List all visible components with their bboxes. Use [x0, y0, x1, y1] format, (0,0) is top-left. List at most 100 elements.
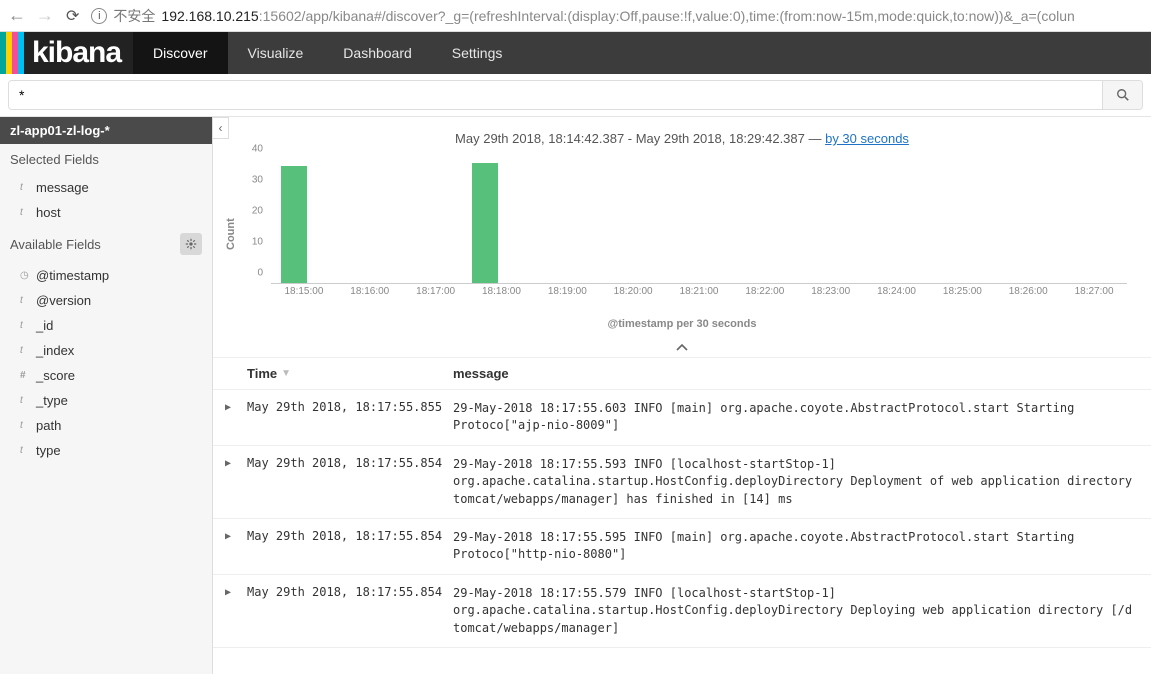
field-label: path [36, 418, 61, 433]
field-type-icon: t [20, 345, 30, 356]
url-host: 192.168.10.215 [161, 8, 258, 24]
field--id[interactable]: t _id [0, 313, 212, 338]
field-label: host [36, 205, 61, 220]
available-fields-header: Available Fields [0, 225, 212, 263]
x-tick: 18:21:00 [680, 286, 719, 297]
top-nav: kibana DiscoverVisualizeDashboardSetting… [0, 32, 1151, 74]
cell-message: 29-May-2018 18:17:55.603 INFO [main] org… [453, 400, 1151, 435]
field-label: @version [36, 293, 91, 308]
table-row: ▶May 29th 2018, 18:17:55.85529-May-2018 … [213, 390, 1151, 446]
interval-link[interactable]: by 30 seconds [825, 131, 909, 146]
y-tick: 20 [252, 206, 263, 217]
search-input[interactable] [9, 81, 1102, 109]
reload-button[interactable]: ⟳ [66, 6, 79, 26]
x-axis-label: @timestamp per 30 seconds [213, 314, 1151, 338]
back-button[interactable]: ← [8, 5, 26, 26]
table-row: ▶May 29th 2018, 18:17:55.85429-May-2018 … [213, 519, 1151, 575]
cell-time: May 29th 2018, 18:17:55.854 [243, 585, 453, 637]
selected-fields-header: Selected Fields [0, 144, 212, 175]
field-type-icon: t [20, 320, 30, 331]
field-label: _score [36, 368, 75, 383]
cell-time: May 29th 2018, 18:17:55.855 [243, 400, 453, 435]
field-label: message [36, 180, 89, 195]
x-tick: 18:25:00 [943, 286, 982, 297]
collapse-sidebar-button[interactable]: ‹ [213, 117, 229, 139]
expand-row-button[interactable]: ▶ [213, 400, 243, 435]
expand-row-button[interactable]: ▶ [213, 456, 243, 508]
x-tick: 18:19:00 [548, 286, 587, 297]
y-tick: 30 [252, 175, 263, 186]
x-tick: 18:15:00 [284, 286, 323, 297]
x-tick: 18:26:00 [1009, 286, 1048, 297]
gear-icon [185, 238, 197, 250]
chart-plot-area[interactable] [271, 154, 1127, 284]
x-tick: 18:23:00 [811, 286, 850, 297]
column-header-time[interactable]: Time ▼ [243, 366, 453, 381]
column-header-message[interactable]: message [453, 366, 1151, 381]
y-axis-label: Count [223, 154, 239, 314]
field-label: _type [36, 393, 68, 408]
table-row: ▶May 29th 2018, 18:17:55.85429-May-2018 … [213, 575, 1151, 648]
nav-discover[interactable]: Discover [133, 32, 227, 74]
cell-time: May 29th 2018, 18:17:55.854 [243, 529, 453, 564]
field-label: _index [36, 343, 74, 358]
field--score[interactable]: _score [0, 363, 212, 388]
forward-button[interactable]: → [36, 5, 54, 26]
histogram-bar[interactable] [472, 163, 498, 283]
field-type-icon: t [20, 182, 30, 193]
index-pattern-header[interactable]: zl-app01-zl-log-* [0, 117, 212, 144]
y-tick: 10 [252, 237, 263, 248]
browser-toolbar: ← → ⟳ i 不安全 192.168.10.215:15602/app/kib… [0, 0, 1151, 32]
field-path[interactable]: tpath [0, 413, 212, 438]
field-host[interactable]: thost [0, 200, 212, 225]
field-type[interactable]: ttype [0, 438, 212, 463]
collapse-chart-button[interactable] [213, 338, 1151, 358]
x-tick: 18:20:00 [614, 286, 653, 297]
kibana-logo[interactable]: kibana [0, 32, 133, 74]
x-tick: 18:24:00 [877, 286, 916, 297]
field--timestamp[interactable]: @timestamp [0, 263, 212, 288]
field-type-icon [20, 370, 30, 381]
cell-time: May 29th 2018, 18:17:55.854 [243, 456, 453, 508]
field-label: _id [36, 318, 53, 333]
fields-settings-button[interactable] [180, 233, 202, 255]
field--type[interactable]: t_type [0, 388, 212, 413]
info-icon: i [91, 8, 107, 24]
field--index[interactable]: t _index [0, 338, 212, 363]
sort-desc-icon: ▼ [281, 368, 291, 379]
cell-message: 29-May-2018 18:17:55.579 INFO [localhost… [453, 585, 1151, 637]
cell-message: 29-May-2018 18:17:55.595 INFO [main] org… [453, 529, 1151, 564]
nav-visualize[interactable]: Visualize [228, 32, 324, 74]
field-type-icon: t [20, 420, 30, 431]
x-tick: 18:16:00 [350, 286, 389, 297]
x-tick: 18:22:00 [745, 286, 784, 297]
fields-sidebar: zl-app01-zl-log-* Selected Fields tmessa… [0, 117, 213, 674]
y-tick: 40 [252, 144, 263, 155]
cell-message: 29-May-2018 18:17:55.593 INFO [localhost… [453, 456, 1151, 508]
search-bar-row [0, 74, 1151, 117]
discover-main: ‹ May 29th 2018, 18:14:42.387 - May 29th… [213, 117, 1151, 674]
nav-dashboard[interactable]: Dashboard [323, 32, 432, 74]
nav-settings[interactable]: Settings [432, 32, 523, 74]
y-tick: 0 [257, 268, 263, 279]
search-button[interactable] [1102, 81, 1142, 109]
field-message[interactable]: t message [0, 175, 212, 200]
expand-row-button[interactable]: ▶ [213, 585, 243, 637]
histogram-bar[interactable] [281, 166, 307, 283]
field-type-icon: t [20, 295, 30, 306]
logo-text: kibana [32, 36, 121, 70]
address-bar[interactable]: i 不安全 192.168.10.215:15602/app/kibana#/d… [91, 6, 1143, 26]
field-label: @timestamp [36, 268, 109, 283]
field-type-icon [20, 270, 30, 281]
field-type-icon: t [20, 207, 30, 218]
expand-row-button[interactable]: ▶ [213, 529, 243, 564]
field-label: type [36, 443, 61, 458]
time-range-header: May 29th 2018, 18:14:42.387 - May 29th 2… [213, 117, 1151, 154]
field-type-icon: t [20, 445, 30, 456]
table-row: ▶May 29th 2018, 18:17:55.85429-May-2018 … [213, 446, 1151, 519]
results-table: Time ▼ message ▶May 29th 2018, 18:17:55.… [213, 358, 1151, 648]
url-path: :15602/app/kibana#/discover?_g=(refreshI… [259, 8, 1075, 24]
x-tick: 18:27:00 [1075, 286, 1114, 297]
field--version[interactable]: t @version [0, 288, 212, 313]
search-icon [1116, 88, 1130, 102]
